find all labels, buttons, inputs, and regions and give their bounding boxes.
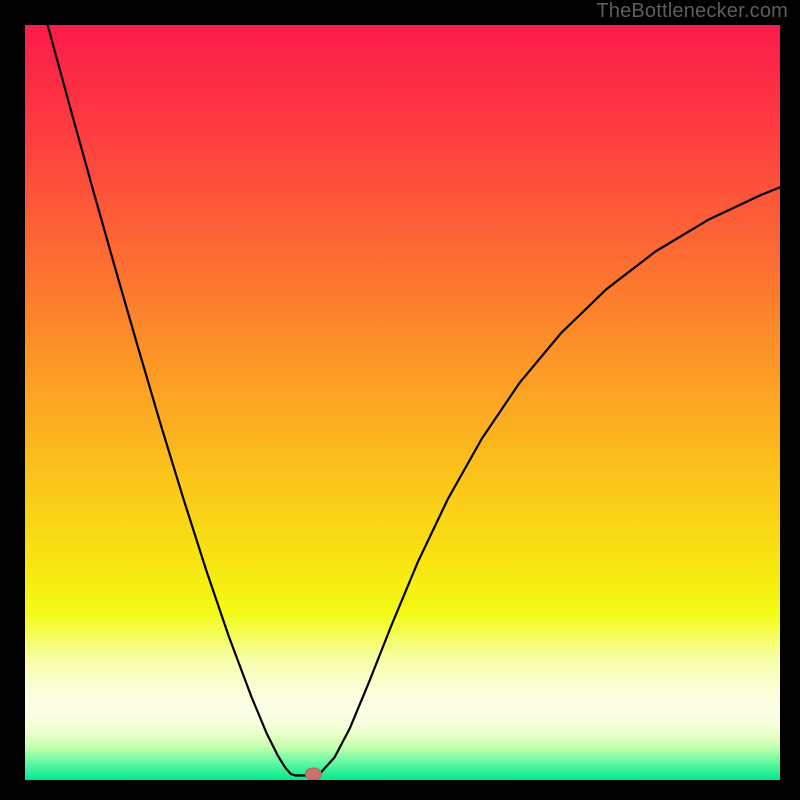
plot-frame [25,25,780,780]
optimal-point-marker [305,768,321,780]
watermark-text: TheBottlenecker.com [596,0,788,23]
gradient-background [25,25,780,780]
chart-stage: TheBottlenecker.com [0,0,800,800]
bottleneck-chart [25,25,780,780]
